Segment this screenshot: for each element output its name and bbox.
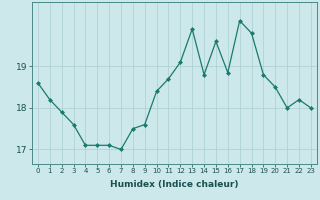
X-axis label: Humidex (Indice chaleur): Humidex (Indice chaleur) [110, 180, 239, 189]
